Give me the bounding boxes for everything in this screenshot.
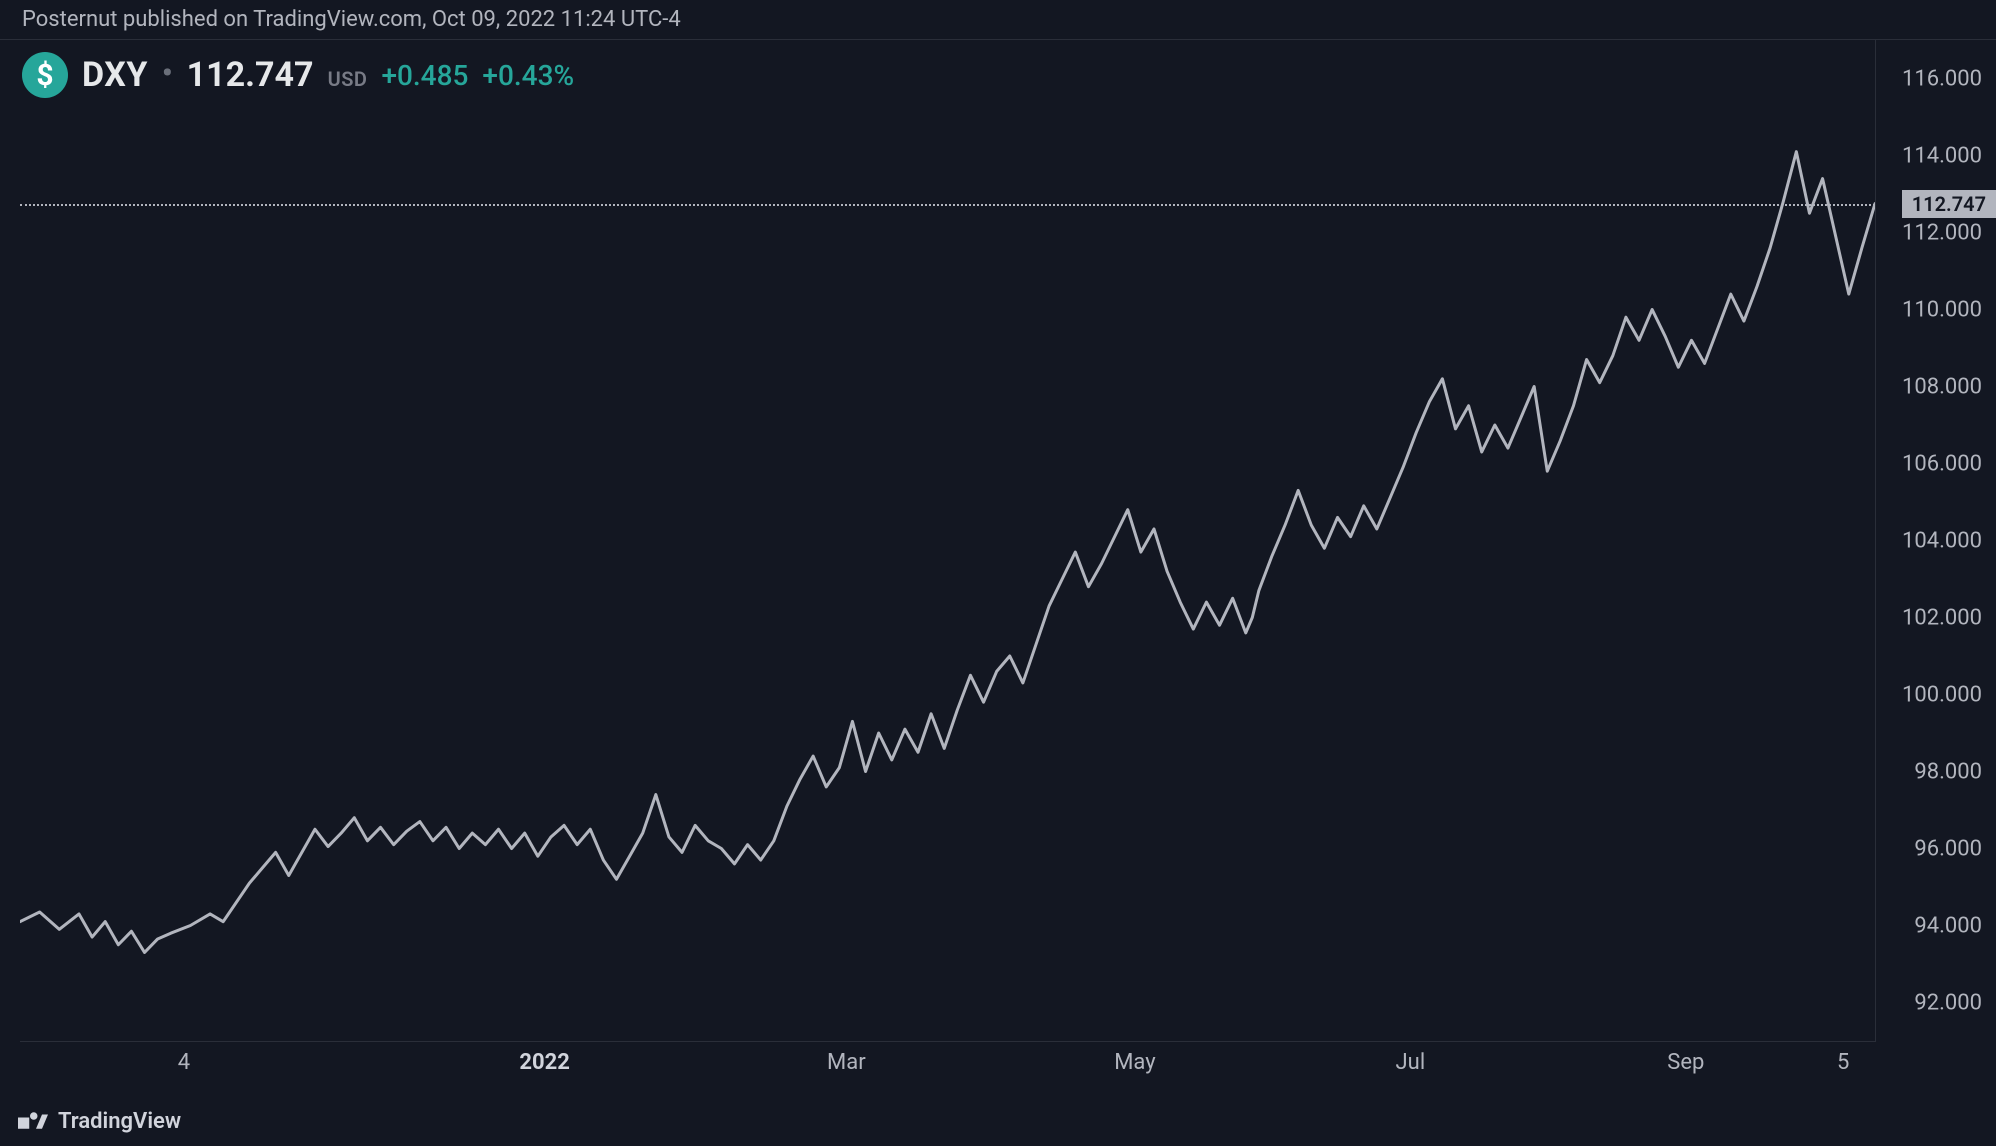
x-tick: 4 [178,1050,190,1075]
x-tick: 2022 [519,1050,570,1075]
y-tick: 108.000 [1902,374,1982,399]
y-tick: 104.000 [1902,529,1982,554]
x-tick: Sep [1667,1050,1704,1075]
price-series-line [20,40,1875,1041]
y-tick: 92.000 [1914,991,1982,1016]
separator-dot: • [162,56,173,91]
x-tick: Mar [827,1050,866,1075]
x-axis: 4 2022 Mar May Jul Sep 5 [20,1042,1876,1090]
x-tick: May [1114,1050,1155,1075]
y-tick: 106.000 [1902,451,1982,476]
currency-label: USD [328,67,368,91]
change-percent: +0.43% [482,59,574,92]
y-axis: 112.747 92.000 94.000 96.000 98.000 100.000 1… [1876,40,1996,1042]
change-absolute: +0.485 [381,59,468,92]
y-tick: 116.000 [1902,66,1982,91]
y-tick: 112.000 [1902,220,1982,245]
tradingview-logo-icon [18,1111,48,1133]
x-tick: 5 [1837,1050,1849,1075]
y-tick: 102.000 [1902,606,1982,631]
y-tick: 114.000 [1902,143,1982,168]
dollar-icon: $ [22,52,68,98]
last-price: 112.747 [187,55,314,95]
y-tick: 98.000 [1914,760,1982,785]
y-tick: 110.000 [1902,297,1982,322]
y-tick: 100.000 [1902,683,1982,708]
topbar: Posternut published on TradingView.com, … [0,0,1996,40]
y-tick: 96.000 [1914,837,1982,862]
chart-area[interactable]: 112.747 92.000 94.000 96.000 98.000 100.000 1… [0,40,1996,1090]
y-tick: 94.000 [1914,914,1982,939]
last-price-tag: 112.747 [1902,190,1996,218]
brand-label: TradingView [58,1109,181,1134]
symbol-name: DXY [82,55,148,95]
x-tick: Jul [1396,1050,1426,1075]
plot-region[interactable] [20,40,1876,1042]
brand-footer: TradingView [18,1109,181,1134]
publish-line: Posternut published on TradingView.com, … [22,7,681,32]
symbol-legend: $ DXY • 112.747 USD +0.485 +0.43% [22,52,574,98]
